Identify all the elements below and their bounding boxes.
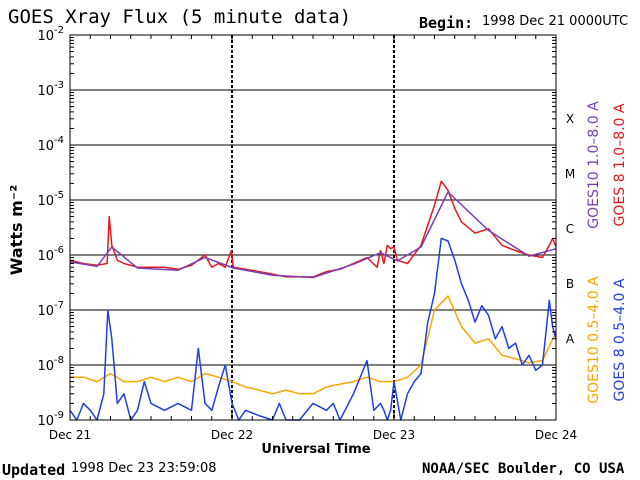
flare-class-label: B [566, 277, 574, 291]
updated-label: Updated [2, 461, 66, 479]
updated-value: 1998 Dec 23 23:59:08 [71, 461, 217, 476]
x-tick-label: Dec 24 [535, 428, 577, 442]
begin-label: Begin: [419, 14, 474, 32]
series-line [70, 295, 557, 395]
legend-entry: GOES10 0.5–4.0 A [586, 276, 602, 404]
axis-layer: 10-9 10-8 10-7 10-6 10-5 10-4 10-3 10-2 Dec 21 De… [37, 25, 577, 442]
flare-class-label: A [566, 332, 575, 346]
grid-layer [70, 35, 556, 420]
y-tick-label: 10-8 [37, 355, 64, 374]
y-tick-label: 10-6 [37, 245, 64, 264]
series-line [69, 191, 557, 279]
plot-frame [69, 34, 557, 421]
flare-class-label: X [566, 112, 574, 126]
series-layer [69, 180, 557, 421]
x-axis-label: Universal Time [261, 442, 370, 457]
y-tick-label: 10-3 [37, 80, 64, 99]
chart-title: GOES Xray Flux (5 minute data) [8, 6, 352, 28]
x-tick-label: Dec 23 [373, 428, 415, 442]
y-tick-label: 10-2 [37, 25, 64, 44]
x-tick-label: Dec 22 [211, 428, 253, 442]
legend-entry: GOES10 1.0–8.0 A [586, 101, 602, 229]
y-tick-label: 10-5 [37, 190, 64, 209]
legend-entry: GOES 8 0.5–4.0 A [612, 278, 628, 401]
legend-entry: GOES 8 1.0–8.0 A [612, 103, 628, 226]
series-line [69, 180, 557, 278]
y-axis-label: Watts m⁻² [7, 185, 26, 275]
flare-class-label: M [565, 167, 575, 181]
legend: GOES10 1.0–8.0 A GOES 8 1.0–8.0 A GOES10 0… [586, 101, 628, 404]
credit-text: NOAA/SEC Boulder, CO USA [422, 461, 625, 477]
y-tick-label: 10-4 [37, 135, 64, 154]
y-tick-label: 10-7 [37, 300, 64, 319]
x-tick-label: Dec 21 [49, 428, 91, 442]
flare-class-label: C [566, 222, 574, 236]
y-tick-label: 10-9 [37, 410, 64, 429]
series-line [69, 237, 557, 421]
begin-value: 1998 Dec 21 0000UTC [482, 14, 629, 29]
